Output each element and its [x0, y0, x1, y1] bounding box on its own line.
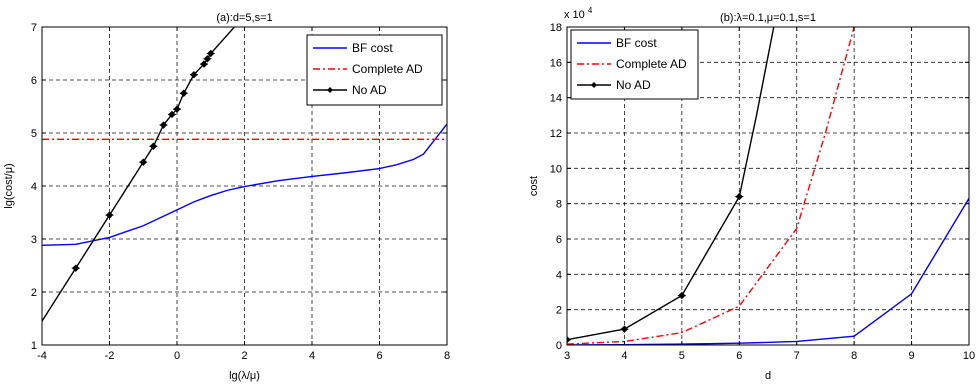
chart-b-legend: BF cost Complete AD No AD [570, 29, 699, 100]
series-line [567, 27, 855, 345]
y-tick-label: 8 [556, 199, 562, 211]
legend-marker [591, 82, 597, 88]
y-tick-label: 2 [556, 305, 562, 317]
chart-a-ticks: -4 -2 0 2 4 6 8 1 2 3 4 5 6 7 [31, 22, 450, 362]
y-tick-label: 7 [31, 22, 37, 34]
x-tick-label: 10 [963, 350, 975, 362]
chart-b-y-scale-label: x 10 4 [564, 6, 593, 21]
chart-b-ticks: 3 4 5 6 7 8 9 10 0 2 4 6 8 10 12 14 16 18 [550, 22, 975, 362]
x-tick-label: 2 [241, 350, 247, 362]
chart-a-legend: BF cost Complete AD No AD [306, 34, 443, 106]
y-tick-label: 12 [550, 128, 562, 140]
x-tick-label: 0 [174, 350, 180, 362]
x-tick-label: 9 [909, 350, 915, 362]
legend-label: BF cost [352, 41, 393, 55]
series-bf-cost [42, 123, 447, 247]
y-tick-label: 6 [556, 234, 562, 246]
chart-a-xlabel: lg(λ/μ) [229, 370, 260, 382]
chart-b-y-scale-exponent: 4 [588, 6, 593, 15]
x-tick-label: -4 [37, 350, 47, 362]
legend-marker [327, 87, 333, 93]
chart-panel-b: (b):λ=0.1,μ=0.1,s=1 3 4 5 6 7 8 9 10 0 2 4 6 8 10 12 14… [528, 6, 975, 382]
series-line [567, 198, 969, 345]
y-tick-label: 2 [31, 287, 37, 299]
x-tick-label: 8 [444, 350, 450, 362]
legend-label: No AD [616, 78, 651, 92]
x-tick-label: 6 [736, 350, 742, 362]
x-tick-label: -2 [105, 350, 115, 362]
y-tick-label: 5 [31, 128, 37, 140]
x-tick-label: 4 [621, 350, 627, 362]
y-tick-label: 3 [31, 234, 37, 246]
chart-a-series [42, 27, 447, 322]
legend-label: Complete AD [352, 62, 423, 76]
y-tick-label: 14 [550, 93, 562, 105]
series-line [42, 123, 447, 247]
y-tick-label: 6 [31, 75, 37, 87]
chart-b-frame [566, 26, 970, 346]
x-tick-label: 3 [564, 350, 570, 362]
chart-b-title: (b):λ=0.1,μ=0.1,s=1 [720, 12, 816, 24]
x-tick-label: 6 [376, 350, 382, 362]
y-tick-label: 4 [556, 269, 562, 281]
x-tick-label: 5 [679, 350, 685, 362]
chart-a-title: (a):d=5,s=1 [216, 12, 272, 24]
y-tick-label: 0 [556, 340, 562, 352]
series-no-ad [42, 27, 235, 322]
series-no-ad [567, 27, 775, 344]
x-tick-label: 8 [851, 350, 857, 362]
y-tick-label: 10 [550, 163, 562, 175]
chart-b-y-scale-base: x 10 [564, 9, 585, 21]
y-tick-label: 1 [31, 340, 37, 352]
series-line [42, 27, 235, 322]
y-tick-label: 16 [550, 57, 562, 69]
y-tick-label: 18 [550, 22, 562, 34]
chart-panel-a: (a):d=5,s=1 -4 -2 0 2 4 6 8 1 2 3 4 5 6 7 lg(λ/μ) lg(… [3, 12, 450, 382]
legend-label: Complete AD [616, 57, 687, 71]
series-bf-cost [567, 198, 969, 345]
legend-label: No AD [352, 83, 387, 97]
legend-label: BF cost [616, 36, 657, 50]
x-tick-label: 7 [794, 350, 800, 362]
series-line [567, 27, 775, 341]
series-complete-ad [567, 27, 855, 345]
chart-b-ylabel: cost [528, 176, 540, 196]
x-tick-label: 4 [309, 350, 315, 362]
chart-b-xlabel: d [765, 370, 771, 382]
y-tick-label: 4 [31, 181, 37, 193]
chart-a-ylabel: lg(cost/μ) [3, 163, 15, 208]
legend-box [306, 34, 443, 106]
